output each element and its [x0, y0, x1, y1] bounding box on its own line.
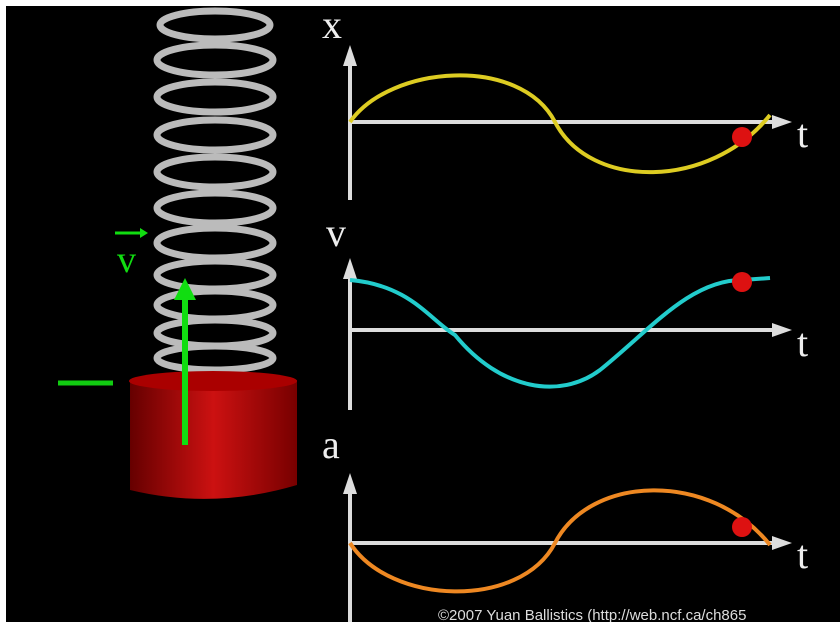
graph-label: a — [322, 422, 340, 467]
vector-label: v — [117, 239, 136, 281]
time-label: t — [797, 111, 808, 156]
copyright: ©2007 Yuan Ballistics (http://web.ncf.ca… — [438, 607, 746, 622]
time-label: t — [797, 320, 808, 365]
page: v x t v t a t ©2007 Yuan Ballistics (htt… — [0, 0, 840, 622]
graph-label: v — [326, 210, 346, 255]
background — [6, 6, 840, 622]
scene: v x t v t a t ©2007 Yuan Ballistics (htt… — [0, 0, 840, 622]
time-label: t — [797, 532, 808, 577]
graph-label: x — [322, 2, 342, 47]
mass — [129, 371, 297, 499]
